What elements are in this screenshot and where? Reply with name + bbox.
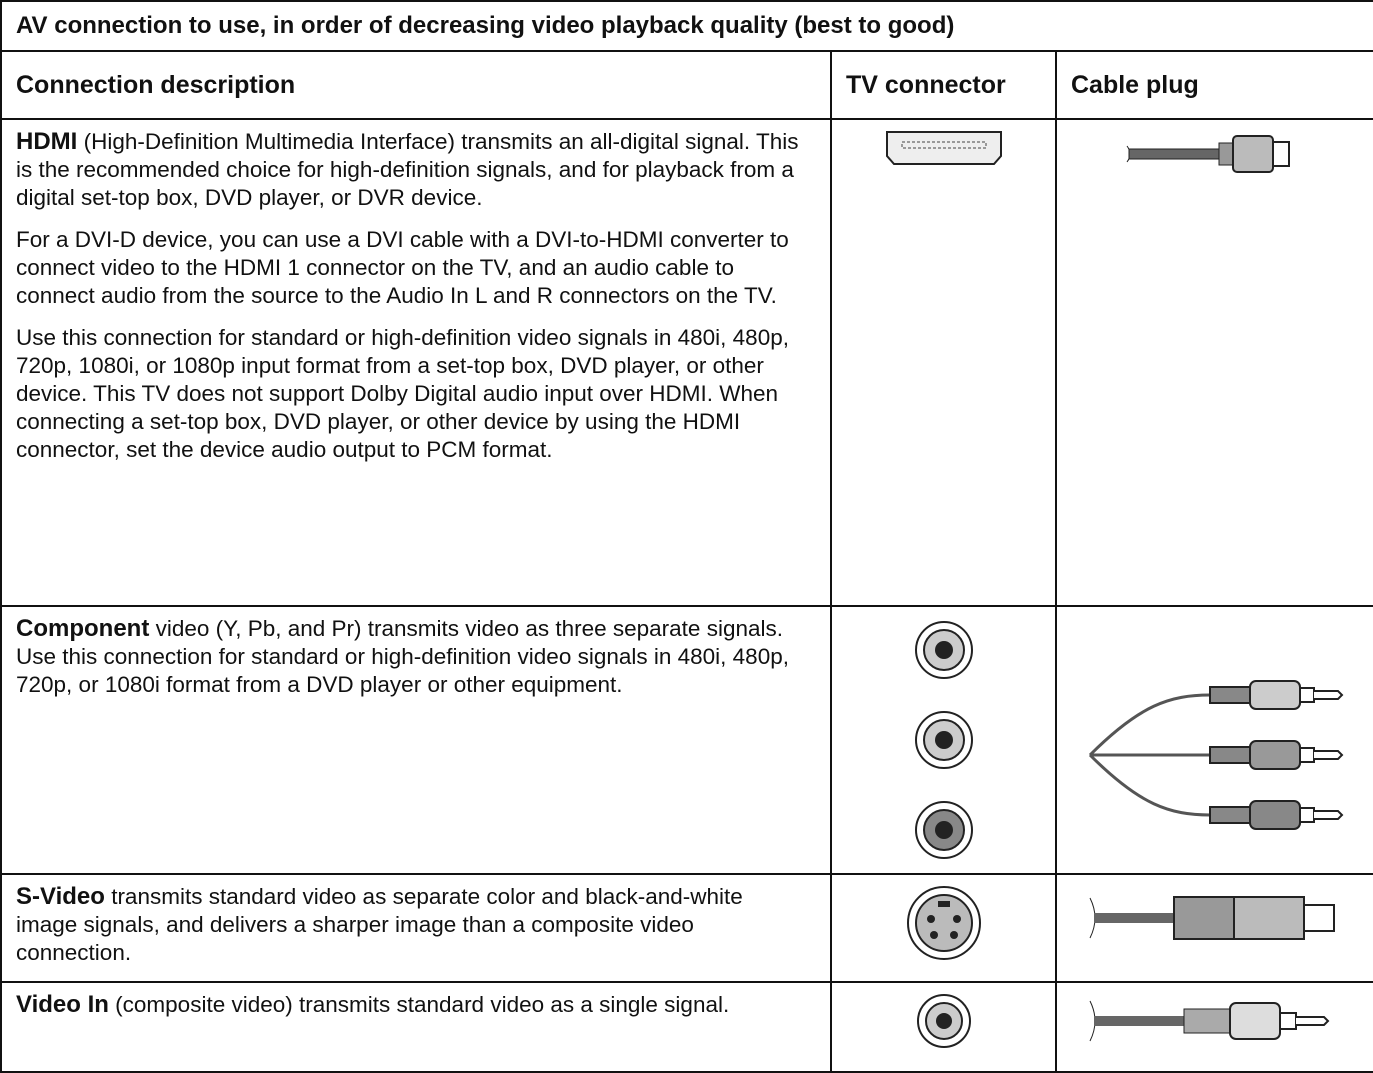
description-cell: S-Video transmits standard video as sepa… [0,873,832,983]
video-in-plug [1089,1000,1330,1042]
column-header: Cable plug [1054,50,1373,120]
column-header: Connection description [0,50,832,120]
connector-cell [830,118,1057,607]
paragraph: Use this connection for standard or high… [16,325,789,462]
paragraph: Video In (composite video) transmits sta… [16,991,806,1019]
column-header: TV connector [830,50,1057,120]
connector-cell [830,605,1057,875]
paragraph: For a DVI-D device, you can use a DVI ca… [16,227,789,308]
plug-cell [1054,873,1373,983]
table-title: AV connection to use, in order of decrea… [0,0,1373,52]
s-video-plug [1089,896,1335,940]
hdmi-port [885,131,1002,165]
text: transmits standard video as separate col… [16,884,743,965]
text: (High-Definition Multimedia Interface) t… [16,129,799,210]
text: video (Y, Pb, and Pr) transmits video as… [16,616,789,697]
paragraph: S-Video transmits standard video as sepa… [16,883,806,967]
paragraph: Component video (Y, Pb, and Pr) transmit… [16,615,806,699]
connector-cell [830,981,1057,1073]
component-plugs [1088,680,1344,830]
lead: Component [16,615,150,642]
lead: Video In [16,991,109,1018]
description-cell: Video In (composite video) transmits sta… [0,981,832,1073]
s-video-jack [906,886,981,960]
video-in-jack [916,994,971,1048]
connector-cell [830,873,1057,983]
plug-cell [1054,605,1373,875]
paragraph: HDMI (High-Definition Multimedia Interfa… [16,128,806,212]
text: (composite video) transmits standard vid… [115,992,730,1017]
lead: HDMI [16,128,78,155]
description-cell: Component video (Y, Pb, and Pr) transmit… [0,605,832,875]
plug-cell [1054,118,1373,607]
hdmi-plug [1126,135,1290,173]
component-jacks [914,621,973,859]
plug-cell [1054,981,1373,1073]
lead: S-Video [16,883,105,910]
description-cell: HDMI (High-Definition Multimedia Interfa… [0,118,832,607]
